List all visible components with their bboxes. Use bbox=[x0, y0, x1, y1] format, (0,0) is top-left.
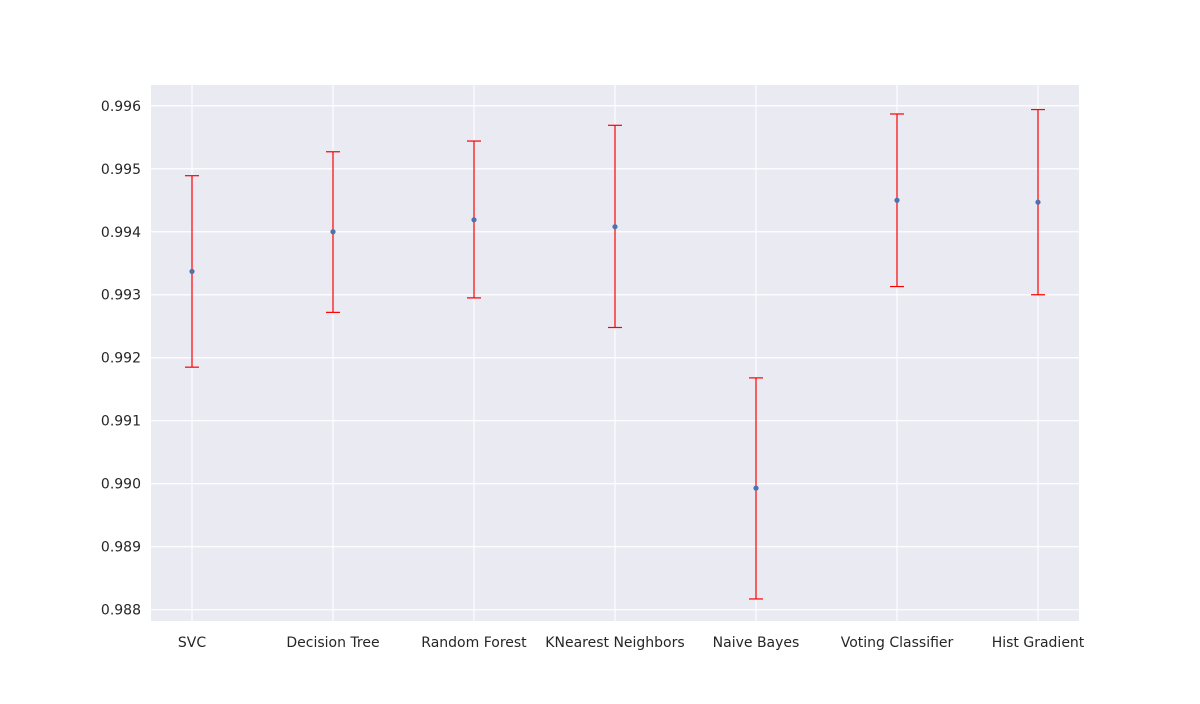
y-tick-label: 0.988 bbox=[101, 603, 141, 619]
data-points bbox=[189, 197, 1041, 491]
data-point bbox=[1035, 199, 1041, 205]
y-tick-labels: 0.988 0.989 0.990 0.991 0.992 0.993 0.994 0.995… bbox=[101, 99, 141, 619]
x-tick-label: Naive Bayes bbox=[713, 635, 800, 651]
y-tick-label: 0.995 bbox=[101, 162, 141, 178]
data-point bbox=[753, 485, 759, 491]
y-tick-label: 0.990 bbox=[101, 477, 141, 493]
y-tick-label: 0.991 bbox=[101, 414, 141, 430]
x-tick-label: SVC bbox=[178, 635, 206, 651]
data-point bbox=[330, 229, 336, 235]
x-tick-labels: SVC Decision Tree Random Forest KNearest Ne… bbox=[178, 635, 1085, 651]
data-point bbox=[612, 224, 618, 230]
data-point bbox=[189, 268, 195, 275]
y-tick-label: 0.996 bbox=[101, 99, 141, 115]
y-tick-label: 0.992 bbox=[101, 351, 141, 367]
x-tick-label: KNearest Neighbors bbox=[545, 635, 684, 651]
y-tick-label: 0.989 bbox=[101, 540, 141, 556]
data-point bbox=[471, 217, 477, 223]
x-tick-label: Hist Gradient bbox=[992, 635, 1085, 651]
data-point bbox=[894, 197, 900, 203]
x-tick-label: Voting Classifier bbox=[841, 635, 954, 651]
x-tick-label: Decision Tree bbox=[286, 635, 379, 651]
y-tick-label: 0.994 bbox=[101, 225, 141, 241]
x-tick-label: Random Forest bbox=[421, 635, 527, 651]
y-tick-label: 0.993 bbox=[101, 288, 141, 304]
